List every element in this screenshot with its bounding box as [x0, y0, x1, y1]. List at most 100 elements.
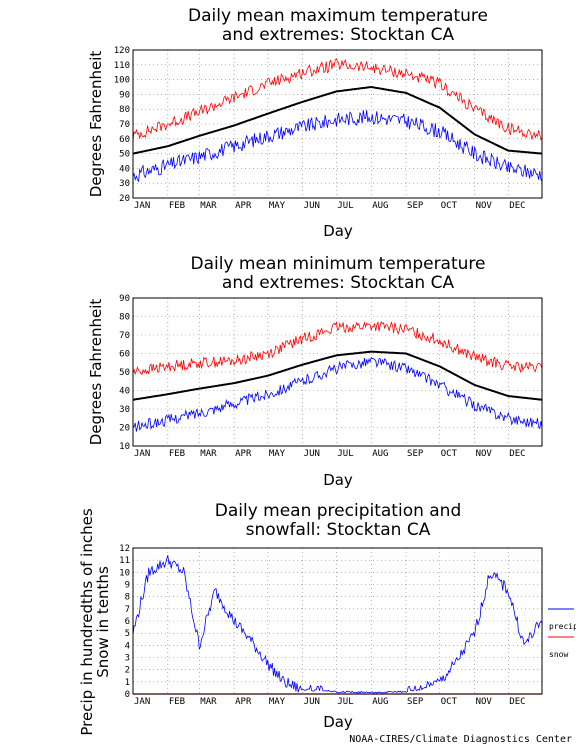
max-temp-title-line1: Daily mean maximum temperature	[188, 6, 488, 26]
credit-text: NOAA-CIRES/Climate Diagnostics Center	[349, 734, 572, 745]
x-tick-label: OCT	[441, 201, 458, 211]
series-line-min-extreme	[132, 356, 543, 432]
series-line-mean	[132, 350, 543, 401]
y-tick-label: 6	[125, 617, 130, 627]
series-line-max-extreme	[132, 58, 543, 141]
min-temp-plot-frame	[132, 297, 543, 447]
x-tick-label: OCT	[441, 449, 458, 459]
x-tick-label: OCT	[441, 697, 458, 707]
x-tick-label: DEC	[509, 697, 525, 707]
min-temp-title-line2: and extremes: Stocktan CA	[222, 273, 455, 293]
x-tick-label: AUG	[372, 449, 388, 459]
x-tick-label: SEP	[407, 697, 424, 707]
y-tick-label: 5	[125, 629, 130, 639]
x-tick-label: FEB	[169, 201, 185, 211]
x-tick-label: JUN	[304, 697, 320, 707]
precip-y-label-line1: Precip in hundredths of inches	[78, 508, 96, 735]
precip-panel: Daily mean precipitation and snowfall: S…	[78, 501, 576, 736]
min-temp-x-label: Day	[323, 471, 353, 489]
y-tick-label: 50	[119, 150, 130, 160]
x-tick-label: NOV	[476, 201, 493, 211]
y-tick-label: 30	[119, 405, 130, 415]
precip-series	[132, 555, 543, 695]
min-temp-title-line1: Daily mean minimum temperature	[191, 254, 486, 274]
x-tick-label: JUN	[304, 201, 320, 211]
series-line-max-extreme	[132, 320, 543, 376]
y-tick-label: 3	[125, 654, 130, 664]
x-tick-label: JAN	[134, 449, 150, 459]
x-tick-label: SEP	[407, 449, 424, 459]
y-tick-label: 50	[119, 368, 130, 378]
precip-x-label: Day	[323, 713, 353, 731]
max-temp-title-line2: and extremes: Stocktan CA	[222, 25, 455, 45]
y-tick-label: 100	[114, 76, 130, 86]
y-tick-label: 120	[114, 46, 130, 56]
precip-x-ticks: JAN FEB MAR APR MAY JUN JUL AUG SEP OCT NOV DEC	[134, 697, 526, 707]
y-tick-label: 90	[119, 294, 130, 304]
max-temp-y-ticks: 20 30 40 50 60 70 80 90 100 110 120	[114, 46, 130, 204]
y-tick-label: 40	[119, 387, 130, 397]
precip-legend: precip snow	[548, 608, 576, 659]
min-temp-y-label: Degrees Fahrenheit	[87, 299, 105, 446]
y-tick-label: 2	[125, 666, 130, 676]
y-tick-label: 10	[119, 442, 130, 452]
x-tick-label: SEP	[407, 201, 424, 211]
y-tick-label: 40	[119, 164, 130, 174]
max-temp-grid	[133, 50, 542, 198]
x-tick-label: MAY	[269, 697, 286, 707]
x-tick-label: AUG	[372, 697, 388, 707]
precip-plot-frame	[132, 547, 543, 695]
x-tick-label: FEB	[169, 697, 185, 707]
x-tick-label: JUL	[337, 449, 353, 459]
series-line-mean	[132, 85, 543, 155]
y-tick-label: 30	[119, 179, 130, 189]
y-tick-label: 60	[119, 135, 130, 145]
x-tick-label: APR	[235, 697, 252, 707]
max-temp-x-ticks: JAN FEB MAR APR MAY JUN JUL AUG SEP OCT NOV DEC	[134, 201, 526, 211]
y-tick-label: 20	[119, 194, 130, 204]
x-tick-label: MAY	[269, 201, 286, 211]
y-tick-label: 20	[119, 424, 130, 434]
x-tick-label: JAN	[134, 697, 150, 707]
x-tick-label: AUG	[372, 201, 388, 211]
y-tick-label: 80	[119, 105, 130, 115]
x-tick-label: JUL	[337, 697, 353, 707]
y-tick-label: 9	[125, 581, 130, 591]
x-tick-label: NOV	[476, 449, 493, 459]
min-temp-series	[132, 320, 543, 432]
x-tick-label: DEC	[509, 201, 525, 211]
max-temp-panel: Daily mean maximum temperature and extre…	[87, 6, 543, 240]
min-temp-x-ticks: JAN FEB MAR APR MAY JUN JUL AUG SEP OCT NOV DEC	[134, 449, 526, 459]
x-tick-label: APR	[235, 201, 252, 211]
x-tick-label: FEB	[169, 449, 185, 459]
x-tick-label: MAR	[200, 201, 217, 211]
y-tick-label: 10	[119, 568, 130, 578]
x-tick-label: NOV	[476, 697, 493, 707]
max-temp-x-label: Day	[323, 222, 353, 240]
min-temp-panel: Daily mean minimum temperature and extre…	[87, 254, 543, 489]
y-tick-label: 90	[119, 90, 130, 100]
precip-title-line1: Daily mean precipitation and	[215, 501, 462, 521]
y-tick-label: 60	[119, 350, 130, 360]
y-tick-label: 7	[125, 605, 130, 615]
min-temp-grid	[133, 298, 542, 446]
max-temp-series	[132, 58, 543, 183]
legend-precip-label: precip	[549, 622, 576, 631]
precip-y-label-line2: Snow in tenths	[94, 566, 112, 678]
y-tick-label: 12	[119, 544, 130, 554]
y-tick-label: 110	[114, 61, 130, 71]
precip-title-line2: snowfall: Stocktan CA	[246, 520, 431, 540]
x-tick-label: DEC	[509, 449, 525, 459]
x-tick-label: MAY	[269, 449, 286, 459]
y-tick-label: 70	[119, 120, 130, 130]
y-tick-label: 4	[125, 641, 130, 651]
series-line-min-extreme	[132, 110, 543, 183]
x-tick-label: JAN	[134, 201, 150, 211]
min-temp-y-ticks: 10 20 30 40 50 60 70 80 90	[119, 294, 130, 452]
max-temp-y-label: Degrees Fahrenheit	[87, 51, 105, 198]
y-tick-label: 1	[125, 678, 130, 688]
y-tick-label: 70	[119, 331, 130, 341]
x-tick-label: JUL	[337, 201, 353, 211]
